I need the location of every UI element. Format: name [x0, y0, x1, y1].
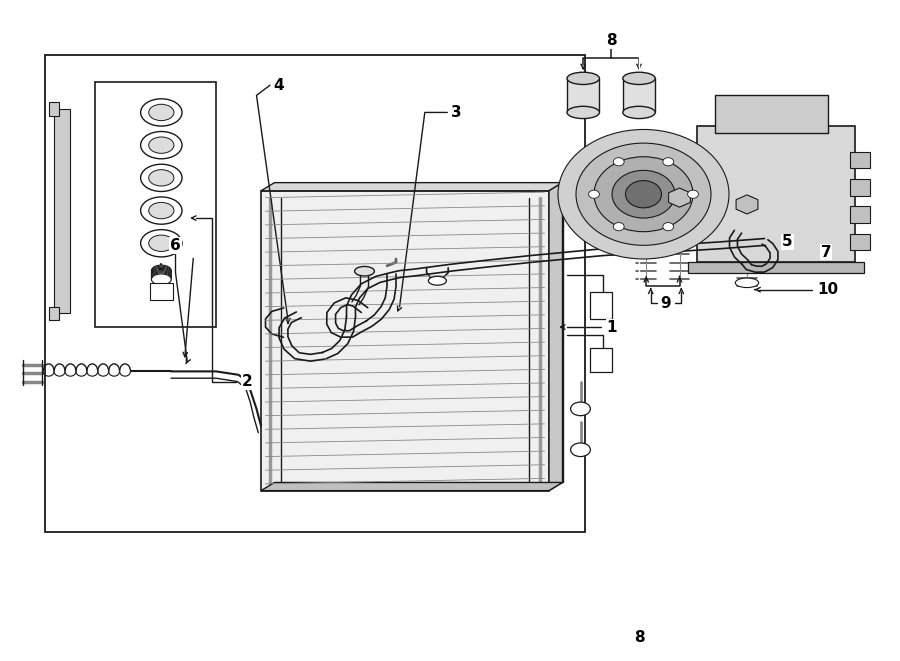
- Circle shape: [576, 143, 711, 245]
- Circle shape: [594, 157, 693, 232]
- Ellipse shape: [151, 274, 171, 285]
- Ellipse shape: [571, 402, 590, 416]
- Circle shape: [614, 223, 625, 231]
- Ellipse shape: [148, 104, 174, 120]
- Bar: [716, 95, 828, 133]
- Ellipse shape: [151, 266, 171, 277]
- Polygon shape: [549, 182, 562, 490]
- Bar: [623, 79, 655, 112]
- Bar: [850, 152, 870, 169]
- Text: 8: 8: [634, 630, 644, 644]
- Circle shape: [662, 158, 673, 166]
- Ellipse shape: [151, 270, 171, 280]
- Ellipse shape: [148, 235, 174, 251]
- Ellipse shape: [567, 106, 599, 118]
- Bar: [590, 292, 612, 319]
- Ellipse shape: [151, 268, 171, 280]
- Bar: [567, 79, 599, 112]
- Ellipse shape: [428, 276, 446, 285]
- Text: 7: 7: [821, 245, 832, 260]
- Ellipse shape: [735, 278, 759, 288]
- Circle shape: [662, 223, 673, 231]
- Bar: [698, 126, 855, 262]
- Text: 6: 6: [170, 238, 181, 253]
- Ellipse shape: [148, 170, 174, 186]
- Text: 2: 2: [242, 374, 253, 389]
- Bar: [688, 262, 864, 272]
- Ellipse shape: [151, 267, 171, 278]
- Text: 8: 8: [606, 34, 616, 48]
- Text: 5: 5: [782, 235, 793, 249]
- Bar: [850, 234, 870, 250]
- Ellipse shape: [140, 164, 182, 192]
- Ellipse shape: [355, 266, 374, 276]
- Text: 3: 3: [451, 105, 462, 120]
- Ellipse shape: [140, 132, 182, 159]
- Bar: [54, 109, 70, 313]
- Ellipse shape: [151, 273, 171, 284]
- Bar: [49, 102, 59, 116]
- Text: 9: 9: [661, 295, 671, 311]
- Ellipse shape: [148, 202, 174, 219]
- Ellipse shape: [140, 98, 182, 126]
- Ellipse shape: [623, 106, 655, 118]
- Circle shape: [688, 190, 698, 198]
- Bar: [261, 191, 549, 490]
- Circle shape: [612, 171, 675, 218]
- Circle shape: [626, 180, 662, 208]
- Ellipse shape: [148, 137, 174, 153]
- Bar: [94, 82, 216, 327]
- Circle shape: [614, 158, 625, 166]
- Polygon shape: [261, 182, 562, 191]
- Bar: [49, 307, 59, 321]
- Text: 10: 10: [817, 282, 839, 297]
- Ellipse shape: [623, 72, 655, 85]
- Ellipse shape: [151, 272, 171, 283]
- Bar: [149, 283, 173, 300]
- Ellipse shape: [567, 72, 599, 85]
- Text: 1: 1: [607, 319, 617, 334]
- Circle shape: [558, 130, 729, 259]
- Text: 4: 4: [274, 78, 284, 93]
- Ellipse shape: [140, 197, 182, 224]
- Bar: [850, 206, 870, 223]
- Bar: [45, 54, 585, 531]
- Ellipse shape: [151, 265, 171, 276]
- Ellipse shape: [151, 270, 171, 282]
- Bar: [590, 348, 612, 372]
- Ellipse shape: [140, 229, 182, 257]
- Circle shape: [589, 190, 599, 198]
- Polygon shape: [261, 483, 562, 490]
- Ellipse shape: [571, 443, 590, 457]
- Bar: [850, 179, 870, 196]
- Bar: [274, 182, 562, 483]
